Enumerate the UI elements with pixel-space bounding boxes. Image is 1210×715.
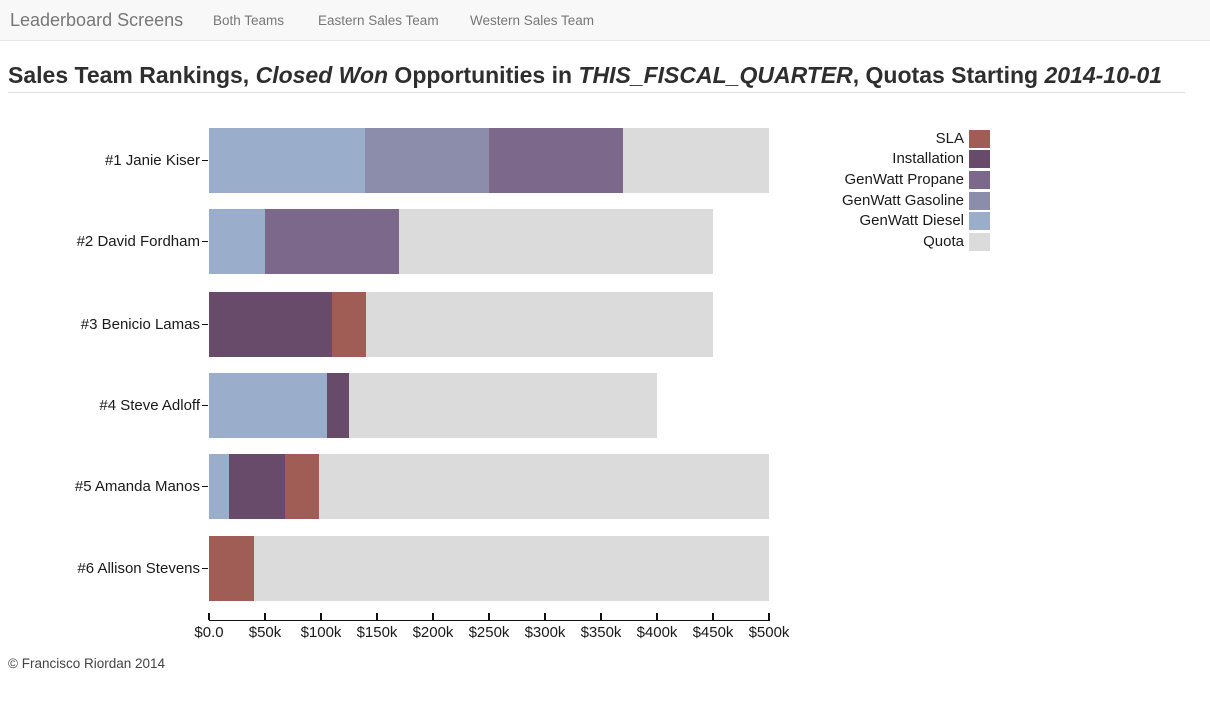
bar-segment-quota <box>318 454 769 519</box>
stacked-bar-row <box>209 292 713 357</box>
bar-segment-genwatt-gasoline <box>364 128 489 193</box>
title-segment: Sales Team Rankings, <box>8 62 256 88</box>
legend-row: SLA <box>580 129 990 148</box>
x-axis-tick-label: $400k <box>636 624 678 641</box>
legend-swatch <box>969 191 990 210</box>
title-segment: Closed Won <box>255 62 389 88</box>
page-title: Sales Team Rankings, Closed Won Opportun… <box>8 60 1188 90</box>
legend-swatch <box>969 129 990 148</box>
stacked-bar-row <box>209 454 769 519</box>
x-axis-tick-mark <box>432 613 434 620</box>
x-axis-tick-mark <box>544 613 546 620</box>
y-axis-category-label: #4 Steve Adloff <box>99 396 200 414</box>
legend-row: GenWatt Gasoline <box>580 191 990 210</box>
title-segment: 2014-10-01 <box>1044 62 1163 88</box>
x-axis-tick-label: $150k <box>356 624 398 641</box>
x-axis-tick-label: $100k <box>300 624 342 641</box>
y-axis-tick-mark <box>202 159 208 162</box>
legend-label: GenWatt Gasoline <box>842 191 964 209</box>
navbar-brand[interactable]: Leaderboard Screens <box>10 10 184 30</box>
x-axis-tick-label: $450k <box>692 624 734 641</box>
nav-link-eastern-sales-team[interactable]: Eastern Sales Team <box>318 13 439 28</box>
y-axis-tick-mark <box>202 240 208 243</box>
legend-label: Installation <box>892 150 964 168</box>
y-axis-category-label: #5 Amanda Manos <box>74 477 200 495</box>
x-axis-tick-label: $350k <box>580 624 622 641</box>
legend-label: Quota <box>923 233 964 250</box>
legend-label: SLA <box>935 129 964 147</box>
y-axis-tick-mark <box>202 323 208 326</box>
title-segment: , Quotas Starting <box>852 62 1045 88</box>
x-axis-tick-mark <box>264 613 266 620</box>
x-axis-tick-mark <box>488 613 490 620</box>
bar-segment-genwatt-diesel <box>209 209 265 274</box>
legend-row: Installation <box>580 150 990 169</box>
bar-segment-sla <box>285 454 319 519</box>
bar-segment-genwatt-diesel <box>209 373 327 438</box>
x-axis-tick-mark <box>600 613 602 620</box>
bar-segment-genwatt-propane <box>265 209 400 274</box>
bar-segment-installation <box>326 373 349 438</box>
legend-swatch <box>969 233 990 251</box>
x-axis-tick-mark <box>768 613 770 620</box>
bar-segment-quota <box>348 373 657 438</box>
bar-segment-sla <box>332 292 366 357</box>
x-axis-tick-mark <box>208 613 210 620</box>
stacked-bar-row <box>209 128 769 193</box>
x-axis-tick-label: $200k <box>412 624 454 641</box>
y-axis-category-label: #6 Allison Stevens <box>77 559 200 577</box>
legend-row: Quota <box>580 233 990 251</box>
stacked-bar-row <box>209 209 713 274</box>
legend-swatch <box>969 212 990 231</box>
title-segment: Opportunities in <box>388 62 579 88</box>
top-navbar: Leaderboard Screens Both Teams Eastern S… <box>0 0 1210 41</box>
bar-segment-genwatt-diesel <box>209 128 365 193</box>
x-axis-tick-label: $50k <box>248 624 282 641</box>
legend-label: GenWatt Diesel <box>859 212 964 230</box>
x-axis-tick-label: $500k <box>748 624 790 641</box>
legend-row: GenWatt Diesel <box>580 212 990 231</box>
title-segment: THIS_FISCAL_QUARTER <box>578 62 853 88</box>
y-axis-tick-mark <box>202 485 208 488</box>
y-axis-tick-mark <box>202 404 208 407</box>
x-axis-tick-mark <box>712 613 714 620</box>
x-axis-tick-label: $250k <box>468 624 510 641</box>
bar-segment-installation <box>229 454 286 519</box>
x-axis-tick-mark <box>376 613 378 620</box>
legend-swatch <box>969 170 990 189</box>
x-axis-line <box>209 619 770 621</box>
bar-segment-installation <box>209 292 333 357</box>
bar-segment-quota <box>623 128 769 193</box>
bar-segment-quota <box>399 209 713 274</box>
nav-link-western-sales-team[interactable]: Western Sales Team <box>470 13 595 28</box>
x-axis-tick-mark <box>656 613 658 620</box>
nav-link-both-teams[interactable]: Both Teams <box>213 13 285 28</box>
stacked-bar-row <box>209 373 657 438</box>
y-axis-category-label: #3 Benicio Lamas <box>80 315 200 333</box>
bar-segment-genwatt-propane <box>488 128 624 193</box>
bar-segment-quota <box>365 292 713 357</box>
legend-row: GenWatt Propane <box>580 170 990 189</box>
title-divider <box>8 92 1185 93</box>
legend-label: GenWatt Propane <box>844 170 964 188</box>
bar-segment-quota <box>253 536 769 601</box>
x-axis-tick-mark <box>320 613 322 620</box>
y-axis-category-label: #2 David Fordham <box>76 232 200 250</box>
legend-swatch <box>969 150 990 169</box>
stacked-bar-row <box>209 536 769 601</box>
x-axis-tick-label: $300k <box>524 624 566 641</box>
y-axis-category-label: #1 Janie Kiser <box>104 151 200 169</box>
footer-copyright: © Francisco Riordan 2014 <box>8 656 166 671</box>
x-axis-tick-label: $0.0 <box>194 624 224 641</box>
y-axis-tick-mark <box>202 567 208 570</box>
bar-segment-genwatt-diesel <box>209 454 230 519</box>
bar-segment-sla <box>209 536 254 601</box>
